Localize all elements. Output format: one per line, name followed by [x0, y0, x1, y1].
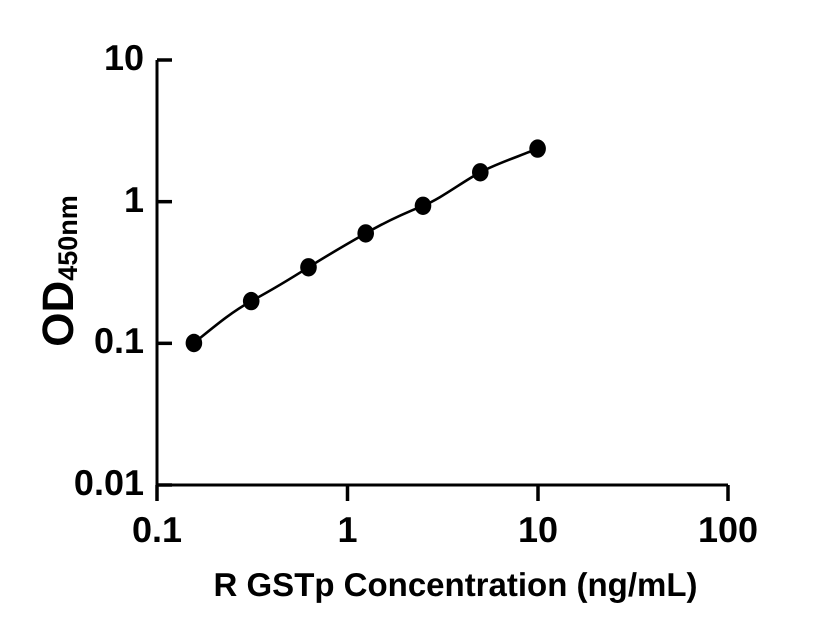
svg-text:OD450nm: OD450nm	[34, 195, 83, 347]
svg-text:100: 100	[698, 509, 758, 550]
svg-text:1: 1	[337, 509, 357, 550]
svg-text:0.1: 0.1	[132, 509, 182, 550]
svg-text:0.1: 0.1	[94, 320, 144, 361]
svg-text:1: 1	[124, 179, 144, 220]
svg-text:10: 10	[518, 509, 558, 550]
svg-text:0.01: 0.01	[74, 462, 144, 503]
svg-text:10: 10	[104, 37, 144, 78]
